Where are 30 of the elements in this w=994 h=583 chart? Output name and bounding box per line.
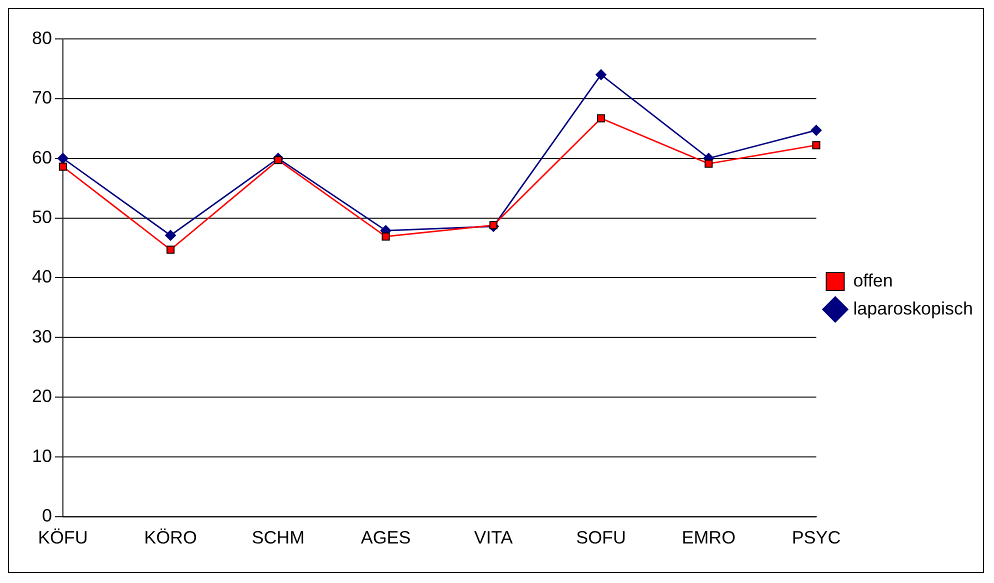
legend-label: offen [853,270,893,290]
y-tick-label: 60 [32,147,52,168]
x-tick-label: EMRO [682,527,736,548]
y-tick-label: 0 [42,506,52,526]
point [810,124,822,136]
x-tick-label: KÖRO [144,527,198,548]
y-tick-label: 30 [32,326,52,346]
point [57,152,68,164]
x-tick-label: SCHM [252,527,305,548]
point [165,230,176,241]
point [58,162,67,171]
x-tick-label: AGES [360,527,411,548]
point [382,232,390,241]
x-tick-label: PSYC [792,527,841,548]
x-tick-label: KÖFU [38,527,88,548]
point [597,114,606,122]
point [596,69,607,80]
legend-label: laparoskopisch [853,298,973,318]
point [166,246,175,254]
y-tick-label: 20 [32,386,52,406]
point [812,141,820,150]
point [704,160,713,168]
y-tick-label: 40 [32,266,52,287]
x-tick-label: SOFU [576,527,626,548]
y-tick-label: 80 [32,28,52,48]
x-tick-label: VITA [474,527,513,548]
y-tick-label: 10 [32,446,52,466]
point [274,156,282,164]
y-tick-label: 50 [32,206,52,227]
y-tick-label: 70 [32,88,52,108]
